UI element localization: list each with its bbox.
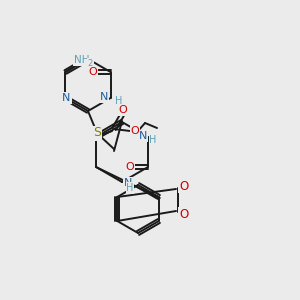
Text: H: H [115,96,122,106]
Text: N: N [62,93,71,103]
Text: N: N [100,92,109,102]
Text: O: O [130,126,140,136]
Text: NH: NH [74,55,89,65]
Text: N: N [139,131,147,141]
Text: H: H [126,183,134,193]
Text: O: O [126,162,134,172]
Text: 2: 2 [88,58,93,68]
Text: N: N [124,178,132,188]
Text: O: O [118,105,127,115]
Text: S: S [93,127,101,140]
Text: O: O [179,208,189,220]
Text: O: O [88,67,97,77]
Text: O: O [179,179,189,193]
Text: H: H [149,135,157,145]
